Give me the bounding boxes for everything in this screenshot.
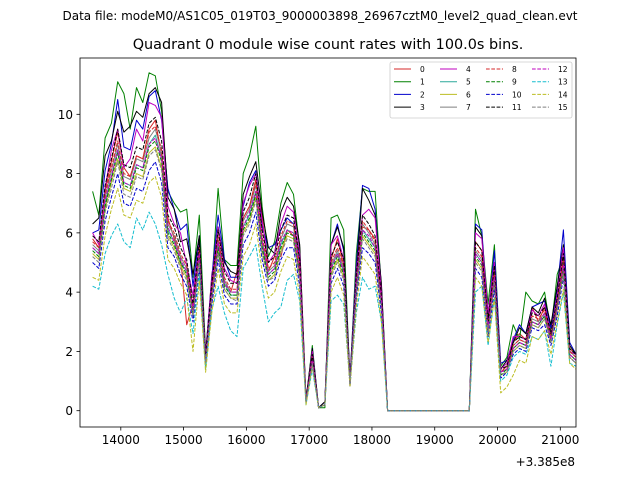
axes: 14000 15000 16000 17000 18000 19000 20000 21000… <box>58 57 579 447</box>
legend-label-14: 14 <box>558 90 568 99</box>
x-tick-label: 17000 <box>290 433 328 447</box>
y-tick-label: 2 <box>65 345 73 359</box>
x-tick-label: 20000 <box>478 433 516 447</box>
x-tick-label: 19000 <box>416 433 454 447</box>
x-tick-label: 15000 <box>165 433 203 447</box>
series-line-13 <box>92 211 577 412</box>
x-tick-label: 16000 <box>227 433 265 447</box>
y-tick-label: 8 <box>65 167 73 181</box>
y-tick-label: 4 <box>65 286 73 300</box>
y-tick-label: 10 <box>58 108 73 122</box>
legend-label-7: 7 <box>466 103 471 112</box>
x-tick-label: 14000 <box>102 433 140 447</box>
legend-label-6: 6 <box>466 90 471 99</box>
legend-label-3: 3 <box>420 103 425 112</box>
x-offset-label: +3.385e8 <box>516 455 575 469</box>
legend-label-15: 15 <box>558 103 568 112</box>
legend-label-9: 9 <box>512 78 517 87</box>
series-line-1 <box>92 72 577 412</box>
y-tick-label: 6 <box>65 226 73 240</box>
data-file-suptitle: Data file: modeM0/AS1C05_019T03_90000038… <box>62 9 577 23</box>
legend-label-0: 0 <box>420 65 425 74</box>
x-tick-label: 21000 <box>541 433 579 447</box>
legend-label-4: 4 <box>466 65 471 74</box>
plot-lines <box>92 72 577 412</box>
legend-label-13: 13 <box>558 78 568 87</box>
axes-frame <box>79 57 577 428</box>
y-tick-label: 0 <box>65 404 73 418</box>
legend-label-12: 12 <box>558 65 568 74</box>
x-tick-label: 18000 <box>353 433 391 447</box>
chart-title: Quadrant 0 module wise count rates with … <box>133 37 524 53</box>
series-line-11 <box>92 116 577 412</box>
legend-label-8: 8 <box>512 65 517 74</box>
legend-label-10: 10 <box>512 90 522 99</box>
series-line-15 <box>92 149 577 412</box>
series-line-14 <box>92 176 577 412</box>
legend-label-11: 11 <box>512 103 522 112</box>
legend-box <box>389 61 573 119</box>
legend-label-1: 1 <box>420 78 425 87</box>
legend-label-2: 2 <box>420 90 425 99</box>
legend-label-5: 5 <box>466 78 471 87</box>
